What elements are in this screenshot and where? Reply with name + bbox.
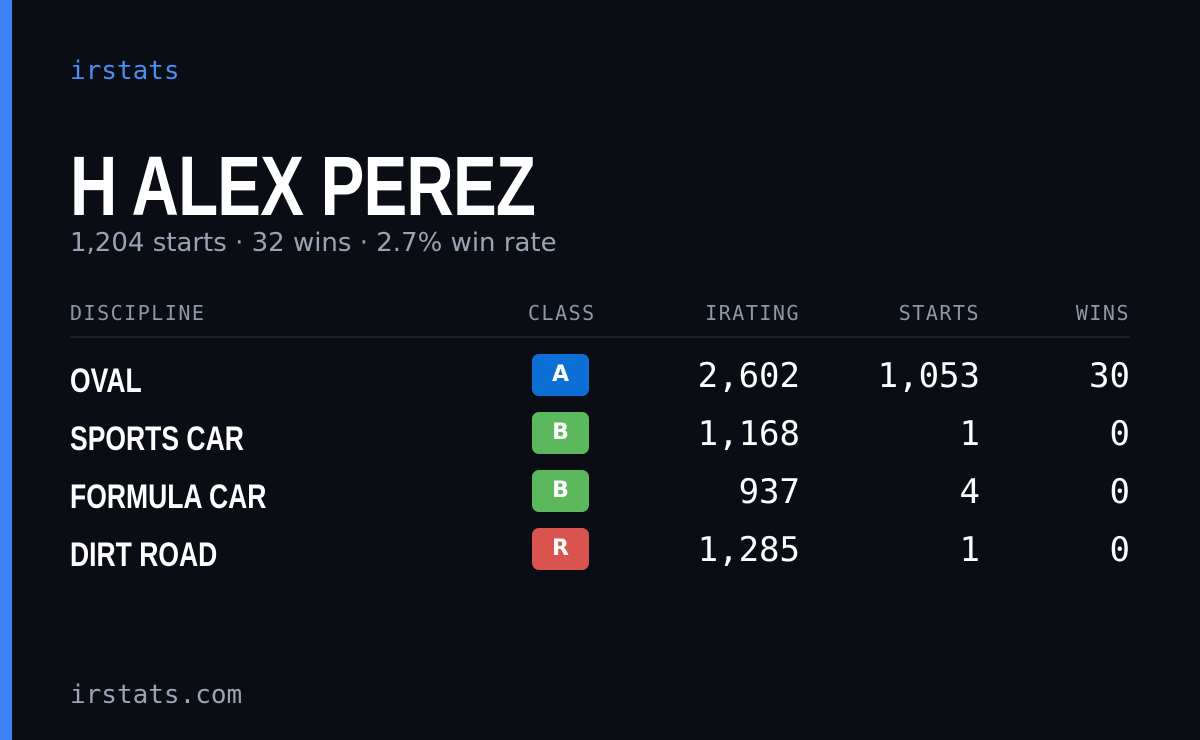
irating: 2,602 — [697, 356, 800, 396]
discipline: DIRT ROAD — [70, 536, 218, 574]
column-header: CLASS — [528, 301, 596, 325]
summary: 1,204 starts · 32 wins · 2.7% win rate — [70, 228, 557, 258]
column-header: IRATING — [705, 301, 800, 325]
footer-url: irstats.com — [70, 680, 243, 710]
discipline: SPORTS CAR — [70, 420, 244, 458]
irating: 1,285 — [697, 530, 800, 570]
column-header: WINS — [1075, 301, 1130, 325]
class-badge: B — [532, 470, 589, 512]
wins: 0 — [1109, 472, 1130, 512]
discipline: FORMULA CAR — [70, 478, 267, 516]
wins: 0 — [1109, 414, 1130, 454]
starts: 1,053 — [877, 356, 980, 396]
starts: 1 — [959, 414, 980, 454]
irating: 937 — [738, 472, 800, 512]
header-rule — [70, 336, 1130, 338]
brand: irstats — [70, 56, 180, 86]
class-badge: A — [532, 354, 589, 396]
driver-name: H ALEX PEREZ — [70, 139, 536, 233]
column-header: DISCIPLINE — [70, 301, 206, 325]
class-badge: R — [532, 528, 589, 570]
class-badge: B — [532, 412, 589, 454]
starts: 4 — [959, 472, 980, 512]
accent-bar — [0, 0, 12, 740]
wins: 0 — [1109, 530, 1130, 570]
wins: 30 — [1089, 356, 1130, 396]
discipline: OVAL — [70, 362, 142, 400]
column-header: STARTS — [898, 301, 980, 325]
starts: 1 — [959, 530, 980, 570]
irating: 1,168 — [697, 414, 800, 454]
